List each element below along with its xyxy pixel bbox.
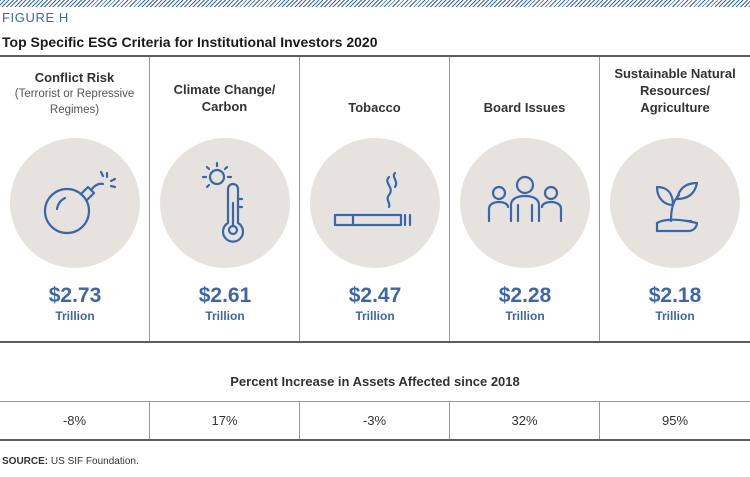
- icon-circle: [160, 138, 290, 268]
- source-note: SOURCE: US SIF Foundation.: [2, 456, 139, 467]
- criterion-title: Sustainable Natural Resources/ Agricultu…: [614, 66, 736, 115]
- criterion-value: $2.28: [498, 284, 552, 307]
- criterion-unit: Trillion: [55, 309, 95, 323]
- criterion-label: Board Issues: [454, 99, 595, 116]
- bottom-rule: [0, 439, 750, 441]
- header-hatch-stripe: [0, 0, 750, 7]
- pct-cell-tobacco: -3%: [300, 402, 450, 439]
- criterion-title: Climate Change/ Carbon: [173, 82, 276, 114]
- people-group-icon: [487, 175, 563, 223]
- criterion-label: Climate Change/ Carbon: [154, 81, 295, 115]
- criterion-sublabel: (Terrorist or Repressive Regimes): [14, 88, 135, 116]
- sprout-hand-icon: [655, 181, 699, 233]
- criterion-unit: Trillion: [205, 309, 245, 323]
- icon-circle: [10, 138, 140, 268]
- criterion-column-board-issues: Board Issues $2.28 Trillion: [450, 57, 600, 341]
- icon-circle: [460, 138, 590, 268]
- criterion-column-conflict-risk: Conflict Risk (Terrorist or Repressive R…: [0, 57, 150, 341]
- source-text: US SIF Foundation.: [50, 456, 139, 467]
- criterion-label: Tobacco: [304, 99, 445, 116]
- bomb-icon: [43, 170, 117, 235]
- source-label: SOURCE:: [2, 456, 49, 467]
- criterion-label: Sustainable Natural Resources/ Agricultu…: [604, 65, 746, 116]
- icon-circle: [610, 138, 740, 268]
- pct-cell-conflict-risk: -8%: [0, 402, 150, 439]
- criterion-label: Conflict Risk (Terrorist or Repressive R…: [4, 69, 145, 118]
- pct-cell-climate-change: 17%: [150, 402, 300, 439]
- figure-title: Top Specific ESG Criteria for Institutio…: [2, 34, 378, 50]
- criteria-columns: Conflict Risk (Terrorist or Repressive R…: [0, 57, 750, 341]
- middle-rule: [0, 341, 750, 343]
- pct-cell-sustainable-resources: 95%: [661, 413, 689, 428]
- icon-circle: [310, 138, 440, 268]
- percent-increase-row: -8% 17% -3% 32% 95%: [0, 402, 750, 439]
- criterion-unit: Trillion: [355, 309, 395, 323]
- pct-top-rule: [0, 401, 750, 402]
- criterion-value: $2.61: [198, 284, 252, 307]
- percent-increase-heading: Percent Increase in Assets Affected sinc…: [230, 374, 520, 389]
- criterion-title: Tobacco: [348, 100, 401, 115]
- criterion-value: $2.47: [348, 284, 402, 307]
- criterion-value: $2.73: [48, 284, 102, 307]
- criterion-column-climate-change: Climate Change/ Carbon $2.61 Trillion: [150, 57, 300, 341]
- thermometer-sun-icon: [201, 161, 245, 243]
- criterion-column-sustainable-resources: Sustainable Natural Resources/ Agricultu…: [600, 57, 750, 341]
- criterion-column-tobacco: Tobacco $2.47 Trillion: [300, 57, 450, 341]
- top-rule: [0, 55, 750, 57]
- criterion-title: Board Issues: [483, 100, 566, 115]
- criterion-unit: Trillion: [655, 309, 695, 323]
- figure-label: FIGURE H: [2, 10, 69, 25]
- criterion-title: Conflict Risk: [34, 70, 115, 85]
- cigarette-icon: [333, 171, 412, 227]
- criterion-value: $2.18: [648, 284, 702, 307]
- pct-cell-board-issues: 32%: [450, 402, 600, 439]
- criterion-unit: Trillion: [505, 309, 545, 323]
